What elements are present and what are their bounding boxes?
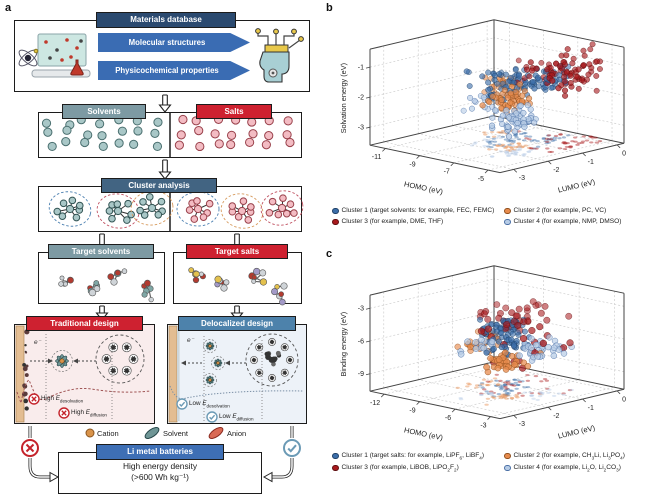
- svg-text:-5: -5: [478, 176, 484, 183]
- svg-text:HOMO (eV): HOMO (eV): [403, 179, 444, 196]
- legend-label: Cluster 4 (for example, Li2O, Li2CO3): [513, 464, 621, 473]
- li-metal-batteries-header: Li metal batteries: [96, 444, 224, 460]
- legend-item: Cluster 1 (target solvents: for example,…: [332, 207, 500, 215]
- legend-label: Cluster 3 (for example, DME, THF): [341, 218, 444, 226]
- svg-text:HOMO (eV): HOMO (eV): [403, 425, 444, 442]
- energy-density-text: High energy density (>600 Wh kg⁻¹): [60, 461, 260, 484]
- electron-label-traditional: e⁻: [34, 339, 42, 346]
- salts-header: Salts: [196, 104, 272, 119]
- electron-label-delocalized: e⁻: [187, 337, 195, 344]
- svg-text:0: 0: [622, 397, 626, 404]
- label-high-e-desolvation: High Edesolvation: [41, 395, 84, 404]
- energy-density-box: [58, 452, 262, 494]
- legend-item: Cluster 1 (target salts: for example, Li…: [332, 452, 500, 461]
- svg-text:-11: -11: [372, 154, 382, 161]
- panel-c-label: c: [326, 248, 333, 260]
- delocalized-design-header: Delocalized design: [178, 316, 296, 331]
- svg-text:-3: -3: [358, 306, 364, 313]
- legend-label: Cluster 1 (target salts: for example, Li…: [341, 452, 485, 461]
- label-low-e-desolvation: Low Edesolvation: [189, 400, 230, 409]
- svg-text:-1: -1: [358, 65, 364, 72]
- svg-text:Solvation energy (eV): Solvation energy (eV): [339, 63, 348, 134]
- svg-text:-12: -12: [370, 400, 380, 407]
- svg-text:-9: -9: [409, 162, 415, 169]
- svg-text:-9: -9: [358, 371, 364, 378]
- legend-marker-icon: [332, 452, 339, 459]
- svg-text:Binding energy (eV): Binding energy (eV): [339, 312, 348, 377]
- molecular-structures-arrow: Molecular structures: [98, 33, 250, 52]
- traditional-design-header: Traditional design: [26, 316, 143, 331]
- legend-item: Cluster 4 (for example, Li2O, Li2CO3): [504, 464, 644, 473]
- svg-text:-7: -7: [444, 169, 450, 176]
- panel-b-legend: Cluster 1 (target solvents: for example,…: [332, 207, 644, 226]
- check-mark-icon: [283, 439, 301, 457]
- svg-text:-2: -2: [553, 413, 559, 420]
- legend-item: Cluster 2 (for example, PC, VC): [504, 207, 644, 215]
- target-salts-box: [173, 252, 302, 304]
- legend-marker-icon: [504, 452, 511, 459]
- panel-b-label: b: [326, 2, 333, 14]
- svg-text:-2: -2: [553, 167, 559, 174]
- legend-marker-icon: [504, 218, 511, 226]
- legend-item: Cluster 3 (for example, DME, THF): [332, 218, 500, 226]
- binding-energy-3d-scatter: -3 -6 -9 -3 -6 -9 -12 -3 -2 -1 0 HOMO (eV) LUMO (eV)…: [339, 265, 626, 442]
- legend-item: Cluster 2 (for example, CH3Li, Li3PO4): [504, 452, 644, 461]
- svg-text:-3: -3: [358, 125, 364, 132]
- solvent-legend-icon: [144, 427, 160, 439]
- legend-marker-icon: [332, 207, 339, 214]
- legend-item: Cluster 4 (for example, NMP, DMSO): [504, 218, 644, 226]
- target-salts-header: Target salts: [186, 244, 288, 259]
- svg-text:-3: -3: [519, 175, 525, 182]
- svg-text:-1: -1: [588, 159, 594, 166]
- svg-text:LUMO (eV): LUMO (eV): [557, 177, 596, 194]
- svg-text:-2: -2: [358, 95, 364, 102]
- svg-text:-3: -3: [519, 421, 525, 428]
- pass-connector: [262, 426, 294, 483]
- svg-text:-6: -6: [358, 338, 364, 345]
- svg-text:-9: -9: [409, 408, 415, 415]
- legend-label: Cluster 4 (for example, NMP, DMSO): [513, 218, 622, 226]
- legend-marker-icon: [504, 207, 511, 214]
- fail-connector: [28, 426, 60, 483]
- legend-marker-icon: [332, 464, 339, 472]
- physicochemical-properties-arrow: Physicochemical properties: [98, 61, 250, 80]
- legend-label: Cluster 1 (target solvents: for example,…: [341, 207, 495, 214]
- legend-label: Cluster 2 (for example, CH3Li, Li3PO4): [513, 452, 625, 461]
- svg-text:-6: -6: [445, 415, 451, 422]
- energy-density-line1: High energy density: [122, 461, 198, 471]
- svg-text:-3: -3: [480, 422, 486, 429]
- cluster-analysis-header: Cluster analysis: [101, 178, 217, 193]
- legend-item: Cluster 3 (for example, LiBOB, LiPO2F2): [332, 464, 500, 473]
- legend-label: Cluster 3 (for example, LiBOB, LiPO2F2): [341, 464, 459, 473]
- label-low-e-diffusion: Low Ediffusion: [219, 413, 254, 422]
- target-solvents-box: [38, 252, 165, 304]
- anion-legend-icon: [208, 427, 224, 439]
- target-solvents-header: Target solvents: [48, 244, 154, 259]
- svg-text:-1: -1: [588, 405, 594, 412]
- panel-c-legend: Cluster 1 (target salts: for example, Li…: [332, 452, 644, 473]
- label-high-e-diffusion: High Ediffusion: [71, 409, 107, 418]
- svg-text:LUMO (eV): LUMO (eV): [557, 423, 596, 440]
- legend-marker-icon: [504, 464, 511, 472]
- cross-mark-icon: [21, 439, 39, 457]
- svg-text:0: 0: [622, 151, 626, 158]
- energy-density-line2: (>600 Wh kg⁻¹): [131, 472, 189, 483]
- solvation-energy-3d-scatter: -1 -2 -3 -5 -7 -9 -11 -3 -2 -1 0 HOMO (eV) LUMO (eV)…: [339, 19, 626, 196]
- solvents-header: Solvents: [62, 104, 146, 119]
- solvent-legend-label: Solvent: [163, 429, 189, 438]
- legend-marker-icon: [332, 218, 339, 226]
- anion-legend-label: Anion: [227, 429, 247, 438]
- database-box: [14, 20, 310, 92]
- cation-legend-icon: [85, 428, 95, 438]
- legend-label: Cluster 2 (for example, PC, VC): [513, 207, 607, 214]
- materials-database-header: Materials database: [96, 12, 236, 28]
- panel-a-label: a: [5, 2, 12, 14]
- cation-legend-label: Cation: [97, 429, 119, 438]
